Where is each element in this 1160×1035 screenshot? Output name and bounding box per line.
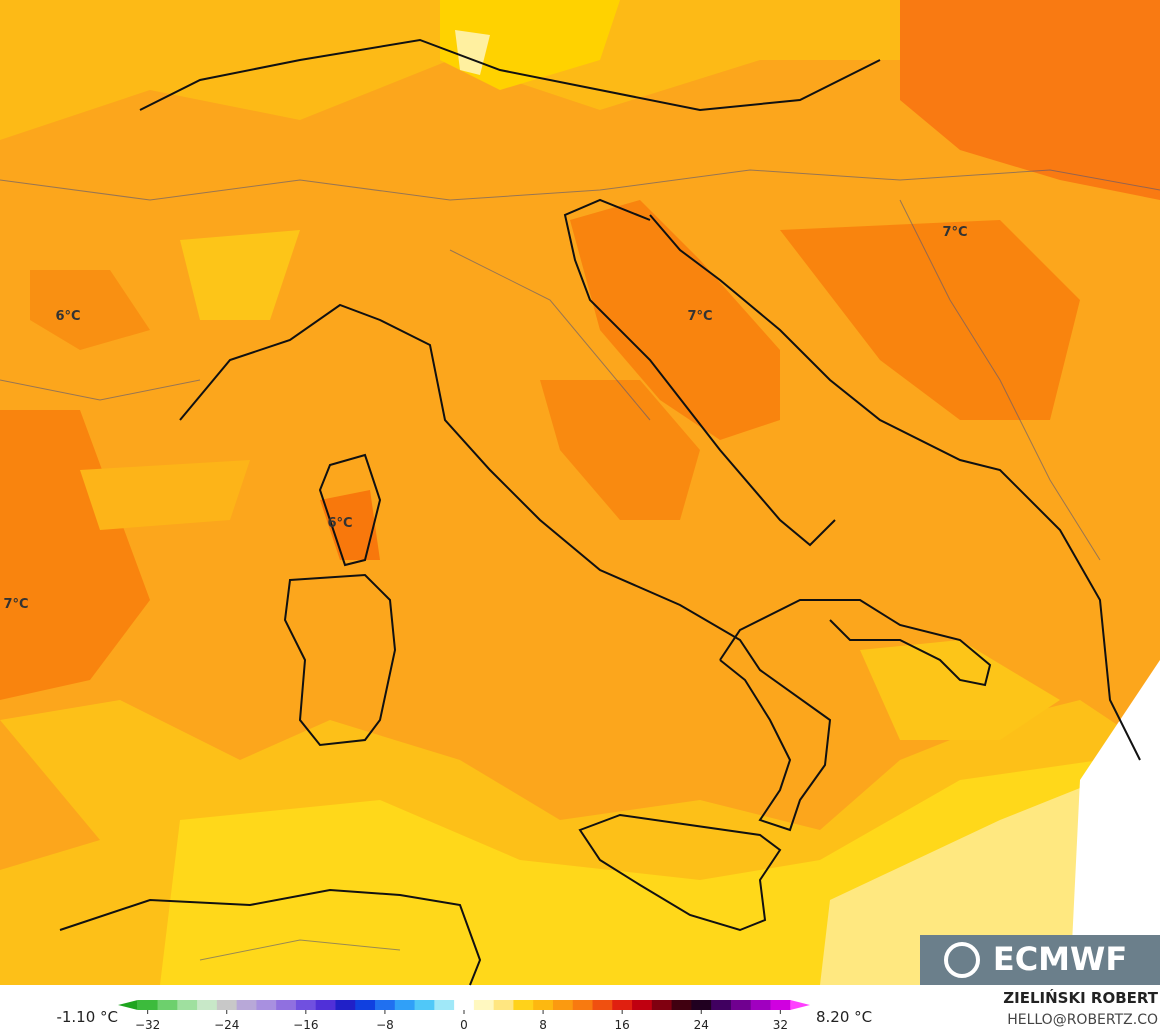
colorbar-cell	[473, 1000, 495, 1010]
contour-label: 6°C	[55, 309, 80, 324]
colorbar-cell	[434, 1000, 455, 1010]
colorbar-cell	[493, 1000, 514, 1010]
colorbar-cell	[552, 1000, 574, 1010]
colorbar-cell	[177, 1000, 198, 1010]
colorbar-cell	[315, 1000, 336, 1010]
colorbar-cell	[592, 1000, 613, 1010]
logo-text: ECMWF	[993, 940, 1127, 978]
colorbar-cell	[197, 1000, 218, 1010]
colorbar-cell	[711, 1000, 732, 1010]
colorbar-max: 8.20 °C	[816, 1008, 872, 1026]
colorbar-cell	[671, 1000, 692, 1010]
colorbar-cell	[276, 1000, 297, 1010]
colorbar-cell	[216, 1000, 238, 1010]
colorbar-cell	[355, 1000, 376, 1010]
colorbar-cell	[651, 1000, 673, 1010]
colorbar-cell	[770, 1000, 791, 1010]
colorbar-cell	[454, 1000, 475, 1010]
colorbar-cell	[632, 1000, 653, 1010]
colorbar-cell	[414, 1000, 435, 1010]
colorbar-tick-label: −16	[293, 1018, 318, 1032]
colorbar-cell	[691, 1000, 712, 1010]
colorbar-tick-label: −24	[214, 1018, 239, 1032]
colorbar-cell	[572, 1000, 594, 1010]
contour-label: 7°C	[687, 309, 712, 324]
contour-labels: 6°C 6°C 7°C 7°C 7°C	[3, 225, 967, 612]
colorbar-cell	[236, 1000, 257, 1010]
colorbar-cell	[533, 1000, 554, 1010]
colorbar-cell	[394, 1000, 416, 1010]
colorbar-cell	[335, 1000, 356, 1010]
coastlines	[59, 38, 1141, 986]
colorbar-tick-label: 32	[773, 1018, 788, 1032]
colorbar-cell	[612, 1000, 633, 1010]
contour-label: 7°C	[3, 597, 28, 612]
author: ZIELIŃSKI ROBERT	[1003, 988, 1158, 1007]
colorbar-tick-label: −8	[376, 1018, 394, 1032]
colorbar-cell	[256, 1000, 277, 1010]
colorbar-cell	[137, 1000, 159, 1010]
colorbar-cell	[790, 1000, 810, 1010]
contact: HELLO@ROBERTZ.CO	[1007, 1012, 1158, 1028]
colorbar-min: -1.10 °C	[56, 1008, 118, 1026]
colorbar-cell	[118, 1000, 138, 1010]
colorbar: −32 −24 −16 −8 0 8 16 24 32	[118, 1000, 810, 1032]
colorbar-cell	[513, 1000, 534, 1010]
temperature-field	[0, 0, 1160, 985]
colorbar-tick-label: 24	[694, 1018, 709, 1032]
colorbar-cell	[750, 1000, 771, 1010]
colorbar-tick-label: −32	[135, 1018, 160, 1032]
colorbar-cell	[375, 1000, 396, 1010]
contour-label: 7°C	[942, 225, 967, 240]
colorbar-cell	[157, 1000, 178, 1010]
logo-icon	[944, 942, 980, 978]
colorbar-cell	[730, 1000, 752, 1010]
colorbar-cell	[295, 1000, 317, 1010]
colorbar-tick-label: 0	[460, 1018, 468, 1032]
colorbar-tick-label: 16	[615, 1018, 630, 1032]
colorbar-tick-label: 8	[539, 1018, 547, 1032]
borders	[0, 169, 1160, 961]
contour-label: 6°C	[327, 516, 352, 531]
